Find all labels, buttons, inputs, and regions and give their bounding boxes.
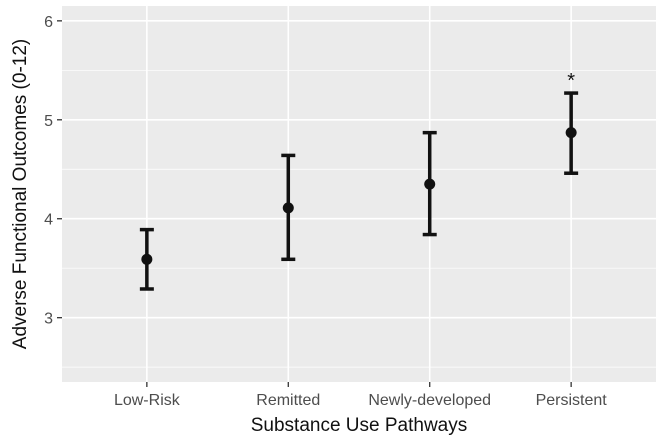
y-tick-label: 5 bbox=[44, 113, 53, 130]
y-tick-label: 4 bbox=[44, 212, 53, 229]
data-point bbox=[424, 178, 436, 190]
y-axis-title: Adverse Functional Outcomes (0-12) bbox=[10, 39, 31, 349]
data-point bbox=[565, 127, 577, 139]
x-tick-label: Low-Risk bbox=[114, 392, 181, 409]
x-tick-label: Remitted bbox=[256, 392, 320, 409]
gridlines bbox=[62, 6, 656, 382]
x-tick-label: Newly-developed bbox=[368, 392, 491, 409]
data-point bbox=[282, 202, 294, 214]
significance-star: * bbox=[567, 70, 575, 92]
plot-panel bbox=[62, 6, 656, 382]
x-axis-title: Substance Use Pathways bbox=[251, 415, 468, 436]
data-marks: * bbox=[139, 70, 579, 291]
y-tick-label: 3 bbox=[44, 311, 53, 328]
y-tick-label: 6 bbox=[44, 14, 53, 31]
axis-ticks: 3 4 5 6 Low-Risk Remitted Newly-developed Persi… bbox=[44, 14, 607, 409]
x-tick-label: Persistent bbox=[536, 392, 608, 409]
data-point bbox=[141, 253, 153, 265]
